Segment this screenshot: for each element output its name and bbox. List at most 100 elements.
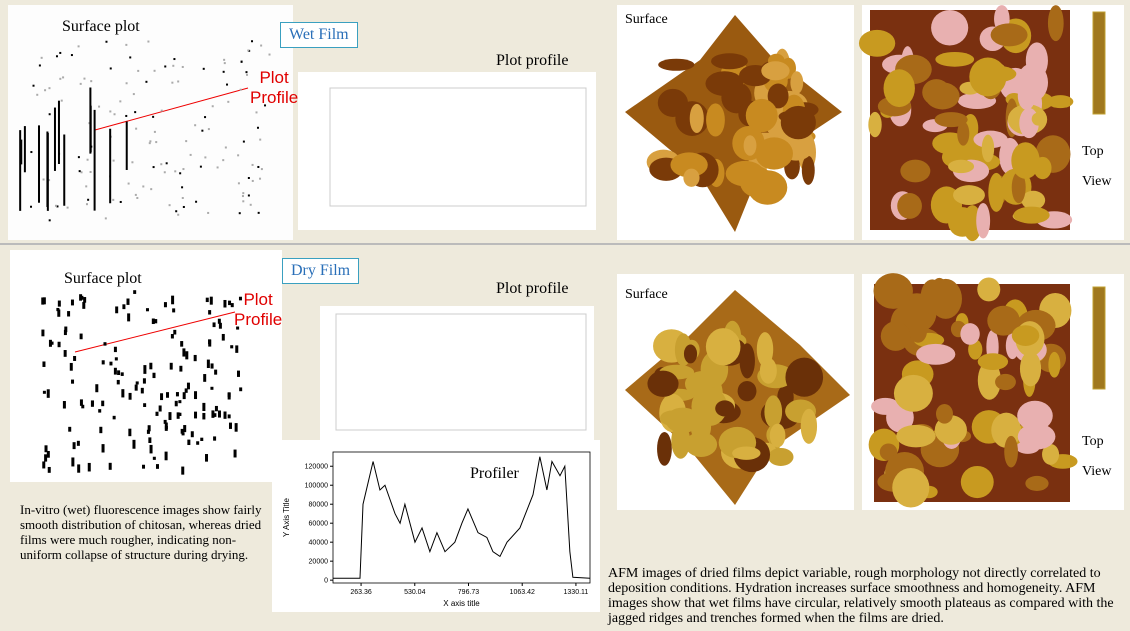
speckle bbox=[30, 206, 32, 208]
afm-grain bbox=[935, 52, 974, 67]
speckle bbox=[242, 192, 244, 194]
x-tick-label: 1063.42 bbox=[510, 589, 535, 596]
speckle bbox=[214, 370, 217, 375]
speckle bbox=[241, 61, 243, 63]
speckle bbox=[113, 416, 116, 420]
annotation-line: Plot bbox=[234, 290, 282, 310]
plot-frame bbox=[333, 452, 590, 583]
speckle bbox=[142, 465, 145, 469]
speckle bbox=[150, 445, 153, 453]
y-tick-label: 40000 bbox=[309, 540, 329, 547]
afm-grain bbox=[936, 404, 953, 424]
afm-grain bbox=[957, 121, 969, 145]
speckle bbox=[103, 342, 106, 345]
speckle bbox=[203, 374, 206, 382]
speckle bbox=[235, 345, 238, 352]
speckle bbox=[119, 100, 121, 102]
speckle bbox=[187, 383, 190, 390]
speckle bbox=[213, 322, 216, 327]
speckle bbox=[41, 330, 44, 337]
top-view-label: View bbox=[1082, 464, 1111, 480]
speckle bbox=[179, 366, 182, 372]
plot-profile-title: Plot profile bbox=[496, 52, 568, 70]
annotation-line: Profile bbox=[250, 88, 298, 108]
speckle bbox=[135, 128, 137, 130]
speckle bbox=[133, 93, 135, 95]
speckle bbox=[137, 70, 139, 72]
speckle bbox=[147, 41, 149, 43]
afm-peak bbox=[657, 432, 672, 466]
speckle bbox=[194, 391, 197, 399]
speckle bbox=[177, 412, 180, 418]
speckle bbox=[43, 178, 45, 180]
afm-peak bbox=[683, 169, 699, 187]
speckle bbox=[129, 393, 132, 400]
afm-grain bbox=[859, 30, 895, 57]
afm-grain bbox=[982, 135, 994, 163]
speckle bbox=[206, 298, 209, 302]
afm-grain bbox=[1004, 436, 1018, 468]
afm-grain bbox=[897, 193, 922, 219]
afm-grain bbox=[881, 321, 911, 351]
speckle bbox=[194, 355, 197, 361]
afm-peak bbox=[740, 343, 755, 378]
speckle bbox=[105, 217, 107, 219]
speckle bbox=[200, 438, 203, 441]
surface-plot-title: Surface plot bbox=[64, 270, 142, 288]
speckle bbox=[171, 82, 173, 84]
speckle bbox=[155, 412, 158, 416]
speckle bbox=[109, 110, 111, 112]
speckle bbox=[171, 296, 174, 305]
speckle bbox=[164, 420, 167, 424]
speckle bbox=[49, 340, 52, 347]
speckle bbox=[42, 361, 45, 367]
plot-profile-title: Plot profile bbox=[496, 280, 568, 298]
speckle bbox=[168, 412, 171, 420]
speckle bbox=[80, 83, 82, 85]
speckle bbox=[73, 442, 76, 449]
speckle bbox=[155, 141, 157, 143]
speckle bbox=[224, 62, 226, 64]
speckle bbox=[194, 124, 196, 126]
speckle bbox=[80, 334, 83, 340]
speckle bbox=[121, 372, 124, 376]
speckle bbox=[71, 300, 74, 306]
speckle bbox=[143, 403, 146, 407]
speckle bbox=[239, 212, 241, 214]
y-tick-label: 20000 bbox=[309, 559, 329, 566]
speckle bbox=[79, 170, 81, 172]
speckle bbox=[258, 212, 260, 214]
speckle bbox=[164, 302, 167, 307]
afm-grain bbox=[894, 375, 933, 412]
speckle bbox=[102, 444, 105, 452]
x-tick-label: 530.04 bbox=[404, 589, 426, 596]
speckle bbox=[208, 310, 211, 314]
afm-grain bbox=[1011, 142, 1039, 179]
speckle bbox=[248, 194, 250, 196]
speckle bbox=[173, 58, 175, 60]
speckle bbox=[235, 423, 238, 432]
speckle bbox=[237, 154, 239, 156]
speckle bbox=[260, 45, 262, 47]
speckle bbox=[207, 212, 209, 214]
speckle bbox=[224, 411, 227, 418]
speckle bbox=[125, 44, 127, 46]
speckle bbox=[101, 401, 104, 407]
top-view-label: Top bbox=[1082, 144, 1104, 160]
speckle bbox=[129, 56, 131, 58]
afm-peak bbox=[744, 135, 757, 156]
speckle bbox=[61, 100, 63, 102]
afm-grain bbox=[1018, 424, 1056, 450]
afm-peak bbox=[658, 59, 694, 71]
speckle bbox=[204, 116, 206, 118]
speckle bbox=[242, 195, 244, 197]
speckle bbox=[143, 378, 146, 383]
speckle bbox=[230, 345, 233, 348]
speckle bbox=[187, 440, 190, 445]
afm-surface-label: Surface bbox=[625, 12, 668, 28]
speckle bbox=[73, 356, 76, 361]
y-tick-label: 60000 bbox=[309, 521, 329, 528]
speckle bbox=[223, 59, 225, 61]
afm-grain bbox=[921, 279, 944, 314]
